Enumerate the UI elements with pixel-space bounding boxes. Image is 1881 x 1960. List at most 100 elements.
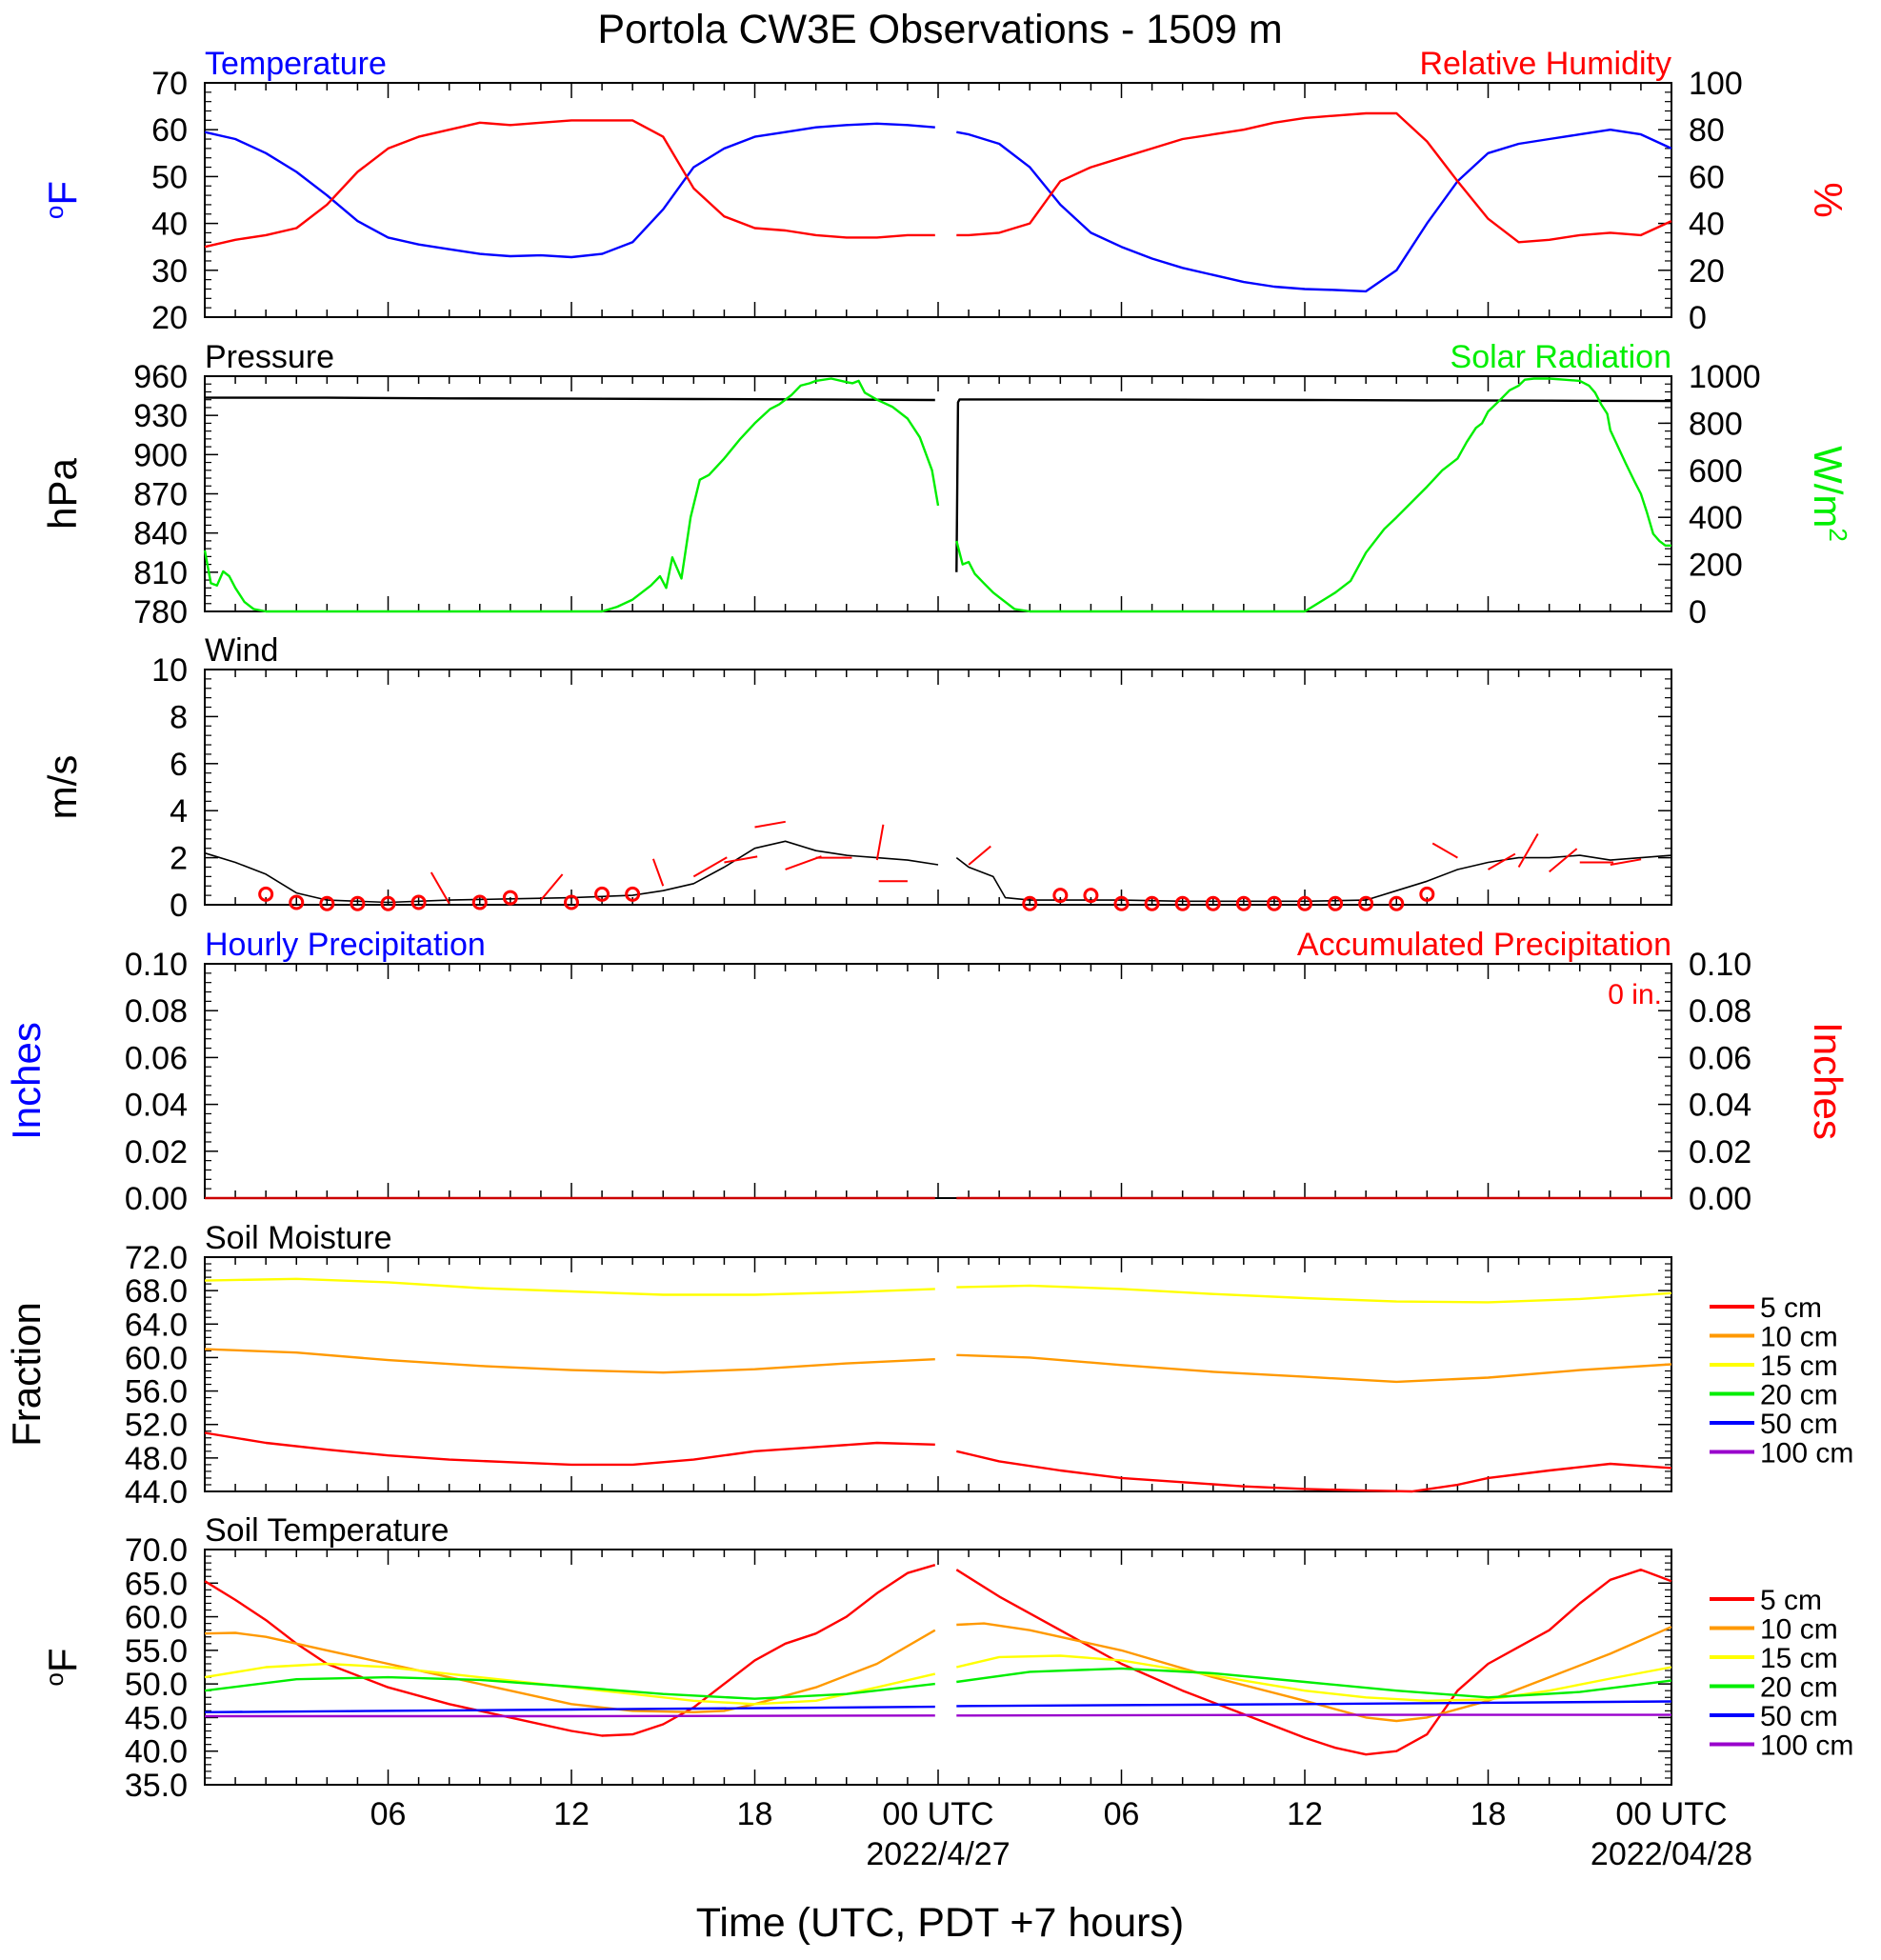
- panel-title-right: Accumulated Precipitation: [1297, 927, 1671, 963]
- chart-title: Portola CW3E Observations - 1509 m: [597, 7, 1282, 52]
- y-tick-label-left: 48.0: [125, 1441, 188, 1477]
- y-tick-label-right: 80: [1689, 112, 1725, 149]
- y-tick-label-left: 65.0: [125, 1566, 188, 1602]
- wind-calm-marker: [471, 894, 488, 910]
- wind-barb: [754, 820, 786, 829]
- wind-calm-marker: [258, 886, 274, 902]
- wind-barb: [968, 845, 991, 866]
- y-tick-label-left: 60.0: [125, 1340, 188, 1376]
- wind-calm-marker: [625, 886, 641, 902]
- series-depth_100: [205, 1713, 1671, 1718]
- y-tick-label-left: 840: [133, 516, 188, 552]
- wind-barb: [724, 855, 758, 864]
- wind-barb: [651, 858, 665, 887]
- x-tick-date-label: 2022/4/27: [866, 1836, 1010, 1872]
- series-depth_15: [204, 1277, 1672, 1304]
- wind-calm-marker: [1328, 895, 1344, 911]
- wind-calm-marker: [502, 890, 518, 906]
- y-tick-label-left: 10: [151, 652, 188, 689]
- y-axis-label-left: oF: [40, 1648, 85, 1686]
- y-tick-label-left: 960: [133, 359, 188, 395]
- y-tick-label-right: 60: [1689, 159, 1725, 195]
- panel-soil_temperature: 35.040.045.050.055.060.065.070.0 Soil Tem…: [40, 1512, 1853, 1872]
- x-tick-label: 00 UTC: [1615, 1796, 1727, 1832]
- x-tick-label: 06: [1104, 1796, 1140, 1832]
- y-tick-label-left: 55.0: [125, 1633, 188, 1670]
- legend-label: 50 cm: [1760, 1701, 1838, 1732]
- series-temperature: [204, 122, 1672, 293]
- y-tick-label-right: 0.02: [1689, 1134, 1751, 1170]
- wind-barb: [1610, 858, 1642, 866]
- wind-calm-marker: [1144, 895, 1160, 911]
- panel-frame: [204, 375, 1672, 612]
- panel-temp_rh: 20 30 40 50 60 70 0 20 40 60 80 100 Temperature Relat…: [40, 46, 1851, 336]
- series-pressure: [205, 396, 1672, 572]
- y-axis-label-left: m/s: [40, 755, 85, 820]
- y-axis-label-left: Inches: [4, 1022, 49, 1140]
- panel-soil_moisture: 44.048.052.056.060.064.068.072.0 Soil Moi…: [4, 1220, 1853, 1510]
- legend-label: 20 cm: [1760, 1672, 1838, 1704]
- series-depth_50: [204, 1700, 1672, 1713]
- y-tick-label-left: 72.0: [125, 1240, 188, 1276]
- y-tick-label-left: 60: [151, 112, 188, 149]
- panel-title-left: Soil Temperature: [205, 1512, 449, 1549]
- y-tick-label-right: 100: [1689, 66, 1743, 102]
- y-tick-label-left: 0: [170, 888, 188, 924]
- series-humidity: [204, 111, 1672, 249]
- y-tick-label-left: 30: [151, 253, 188, 290]
- wind-barb: [540, 873, 564, 901]
- x-tick-label: 12: [553, 1796, 590, 1832]
- wind-calm-marker: [1419, 886, 1435, 902]
- x-tick-label: 12: [1287, 1796, 1323, 1832]
- y-tick-label-left: 64.0: [125, 1307, 188, 1343]
- y-axis-label-right: W/m2: [1806, 446, 1852, 542]
- y-tick-label-right: 0.06: [1689, 1040, 1751, 1076]
- wind-barb: [875, 824, 885, 861]
- y-tick-label-left: 0.00: [125, 1181, 188, 1217]
- panel-wind: 0 2 4 6 8 10 Wind m/s: [40, 632, 1672, 924]
- series-depth_10: [204, 1348, 1672, 1384]
- y-tick-label-left: 4: [170, 793, 188, 830]
- y-tick-label-left: 0.04: [125, 1088, 188, 1124]
- wind-barb: [1517, 833, 1539, 868]
- panel-precip: 0.00 0.02 0.04 0.06 0.08 0.10 0.00 0.02 0.04 0.06…: [4, 927, 1851, 1217]
- y-tick-label-left: 0.02: [125, 1134, 188, 1170]
- y-tick-label-left: 6: [170, 747, 188, 783]
- wind-calm-marker: [1389, 895, 1405, 911]
- y-tick-label-left: 0.06: [125, 1040, 188, 1076]
- wind-calm-marker: [564, 894, 579, 910]
- legend-label: 100 cm: [1760, 1438, 1853, 1470]
- y-tick-label-right: 0.04: [1689, 1088, 1751, 1124]
- y-tick-label-left: 930: [133, 398, 188, 434]
- x-tick-date-label: 2022/04/28: [1591, 1836, 1752, 1872]
- y-tick-label-left: 780: [133, 594, 188, 630]
- wind-barb: [1487, 852, 1516, 870]
- x-tick-label: 18: [737, 1796, 773, 1832]
- legend-label: 10 cm: [1760, 1322, 1838, 1353]
- panel-title-right: Solar Radiation: [1451, 339, 1671, 375]
- panel-title-left: Temperature: [205, 46, 387, 82]
- y-tick-label-left: 40.0: [125, 1734, 188, 1770]
- legend-label: 50 cm: [1760, 1409, 1838, 1440]
- wind-calm-marker: [594, 886, 610, 902]
- wind-calm-marker: [1205, 895, 1221, 911]
- panel-frame: [204, 1549, 1672, 1786]
- panel-frame: [204, 669, 1672, 906]
- y-tick-label-left: 60.0: [125, 1600, 188, 1636]
- wind-calm-marker: [1297, 895, 1312, 911]
- legend-label: 15 cm: [1760, 1643, 1838, 1674]
- y-tick-label-left: 70: [151, 66, 188, 102]
- y-tick-label-left: 900: [133, 437, 188, 473]
- wind-calm-marker: [410, 894, 427, 910]
- y-tick-label-right: 0.00: [1689, 1181, 1751, 1217]
- y-axis-label-left: oF: [40, 181, 85, 219]
- y-tick-label-left: 40: [151, 207, 188, 243]
- y-tick-label-right: 1000: [1689, 359, 1761, 395]
- y-tick-label-right: 0.10: [1689, 947, 1751, 983]
- wind-calm-marker: [1174, 895, 1191, 911]
- series-solar: [203, 377, 1671, 613]
- y-tick-label-right: 0: [1689, 300, 1707, 336]
- y-tick-label-right: 600: [1689, 453, 1743, 490]
